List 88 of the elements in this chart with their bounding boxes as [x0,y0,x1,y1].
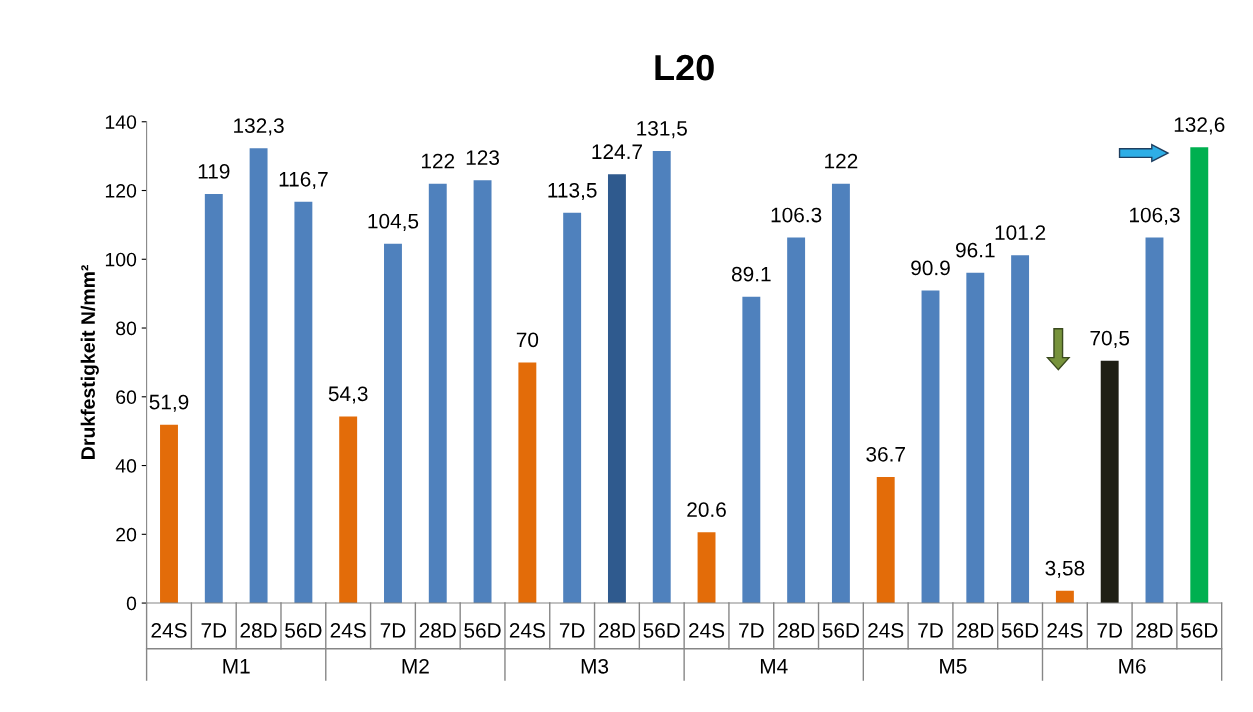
x-tick-label: 24S [330,623,366,638]
bar [697,532,716,604]
data-label: 89.1 [731,266,771,282]
x-tick-label: 24S [509,623,545,638]
bar [876,476,895,604]
bar [563,212,582,604]
data-label: 122 [421,153,455,169]
data-label: 70 [516,332,539,348]
bar [339,416,358,604]
data-label: 119 [198,163,230,179]
text: M6 [1119,658,1146,674]
data-label: 124.7 [592,144,642,159]
y-tick-label: 100 [105,252,137,267]
data-label: 51,9 [149,394,189,412]
data-label: 54,3 [328,386,368,404]
x-tick-label: 7D [201,623,227,638]
x-tick-label: 56D [643,623,680,638]
text: M4 [760,659,788,674]
bar [607,174,626,604]
x-tick-label: 56D [285,623,322,638]
bar [787,237,806,604]
bar [1055,590,1074,604]
bar [1190,147,1209,604]
data-label: 116,7 [279,171,328,190]
bar [249,148,268,604]
chart-title: L20 [655,54,714,81]
y-tick-label: 120 [105,183,137,198]
x-tick-label: 56D [1181,623,1218,638]
x-tick-label: 28D [957,623,994,638]
data-label: 106,3 [1130,207,1180,225]
x-tick-label: 28D [598,623,636,638]
x-tick-label: 24S [151,623,187,638]
x-tick-label: 7D [380,623,406,638]
data-label: 90.9 [911,260,950,276]
data-label: 132,6 [1174,117,1225,135]
text: M5 [940,659,967,674]
bar [473,180,492,604]
x-tick-label: 7D [739,623,764,638]
x-tick-label: 24S [1047,623,1083,638]
data-label: 131,5 [637,120,687,139]
bar [742,296,761,604]
bar [1145,237,1164,604]
x-tick-label: 56D [1001,623,1039,638]
y-tick-label: 0 [126,596,137,611]
data-label: 104,5 [368,213,419,232]
bar [204,193,223,604]
bar [518,362,537,604]
data-label: 3,58 [1045,560,1085,578]
y-tick-label: 140 [105,115,137,129]
data-label: 70,5 [1090,330,1130,348]
data-label: 101.2 [995,225,1046,240]
data-label: 20.6 [687,502,726,518]
data-label: 96.1 [956,242,995,258]
text: M1 [223,659,250,674]
bar [428,183,447,604]
bar [1011,255,1030,604]
x-tick-label: 28D [419,623,456,638]
y-tick-label: 60 [116,390,137,405]
data-label: 132,3 [234,118,284,136]
x-tick-label: 7D [559,623,585,638]
bar [921,290,940,604]
data-label: 113,5 [548,182,597,201]
data-label: 36.7 [866,446,905,462]
bar [384,243,402,604]
x-tick-label: 7D [918,623,943,638]
x-tick-label: 28D [778,623,815,638]
bar [294,201,313,604]
data-label: 122 [825,153,858,169]
data-label: 123 [466,150,500,165]
x-tick-label: 24S [868,623,904,638]
bar [966,272,985,604]
x-tick-label: 7D [1097,623,1123,638]
text: M2 [402,658,429,674]
x-tick-label: 56D [822,623,860,638]
x-tick-label: 24S [689,623,725,638]
x-tick-label: 56D [464,623,501,638]
bar [1100,360,1119,604]
x-tick-label: 28D [1136,623,1173,638]
y-axis-title: Drukfestigkeit N/mm² [80,265,99,459]
y-tick-label: 80 [116,321,137,336]
bar [652,150,671,604]
y-tick-label: 20 [116,527,137,542]
bar [831,183,850,604]
x-tick-label: 28D [240,623,277,638]
y-tick-label: 40 [115,459,137,473]
text: M3 [581,658,609,674]
data-label: 106.3 [771,207,822,223]
bar [160,424,178,604]
